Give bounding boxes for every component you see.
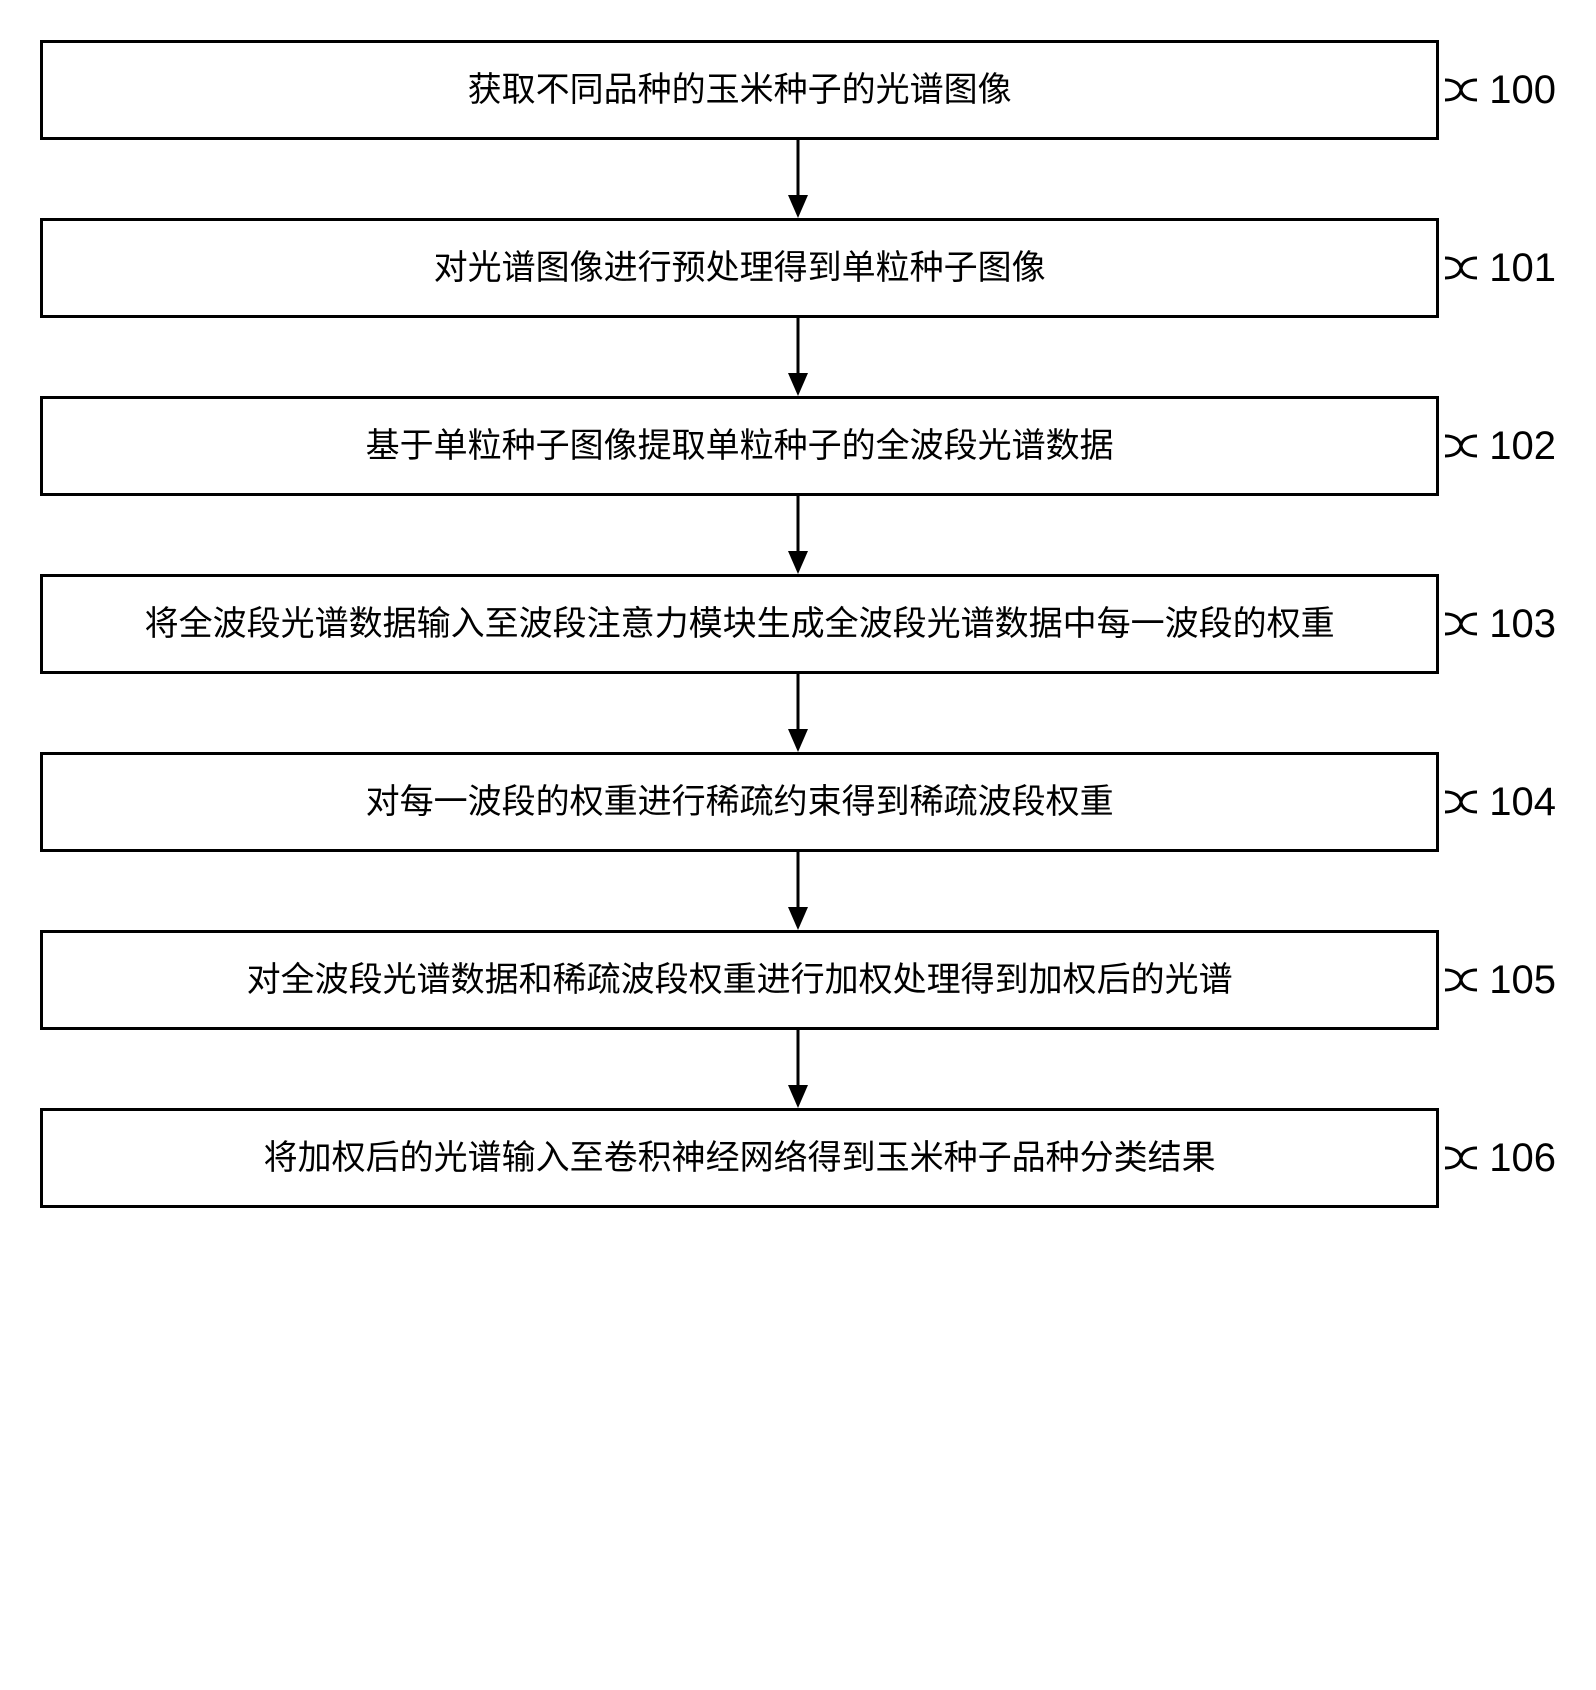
flow-node-106: 将加权后的光谱输入至卷积神经网络得到玉米种子品种分类结果 xyxy=(40,1108,1439,1208)
node-label: 100 xyxy=(1489,68,1556,113)
connector-curve-icon xyxy=(1445,424,1485,468)
down-arrow-icon xyxy=(783,1030,813,1108)
flow-node-104: 对每一波段的权重进行稀疏约束得到稀疏波段权重 xyxy=(40,752,1439,852)
node-label: 103 xyxy=(1489,602,1556,647)
flow-node-102: 基于单粒种子图像提取单粒种子的全波段光谱数据 xyxy=(40,396,1439,496)
node-text: 将全波段光谱数据输入至波段注意力模块生成全波段光谱数据中每一波段的权重 xyxy=(145,599,1335,650)
label-wrap-104: 104 xyxy=(1445,780,1556,825)
label-wrap-100: 100 xyxy=(1445,68,1556,113)
arrow-3-4 xyxy=(40,674,1556,752)
node-text: 对全波段光谱数据和稀疏波段权重进行加权处理得到加权后的光谱 xyxy=(247,955,1233,1006)
arrow-1-2 xyxy=(40,318,1556,396)
connector-curve-icon xyxy=(1445,602,1485,646)
down-arrow-icon xyxy=(783,674,813,752)
flow-row-0: 获取不同品种的玉米种子的光谱图像 100 xyxy=(40,40,1556,140)
flow-row-6: 将加权后的光谱输入至卷积神经网络得到玉米种子品种分类结果 106 xyxy=(40,1108,1556,1208)
flow-row-5: 对全波段光谱数据和稀疏波段权重进行加权处理得到加权后的光谱 105 xyxy=(40,930,1556,1030)
node-text: 将加权后的光谱输入至卷积神经网络得到玉米种子品种分类结果 xyxy=(264,1133,1216,1184)
node-text: 对每一波段的权重进行稀疏约束得到稀疏波段权重 xyxy=(366,777,1114,828)
arrow-2-3 xyxy=(40,496,1556,574)
down-arrow-icon xyxy=(783,852,813,930)
connector-curve-icon xyxy=(1445,246,1485,290)
connector-curve-icon xyxy=(1445,958,1485,1002)
down-arrow-icon xyxy=(783,496,813,574)
flow-row-3: 将全波段光谱数据输入至波段注意力模块生成全波段光谱数据中每一波段的权重 103 xyxy=(40,574,1556,674)
node-label: 104 xyxy=(1489,780,1556,825)
label-wrap-102: 102 xyxy=(1445,424,1556,469)
node-label: 101 xyxy=(1489,246,1556,291)
node-text: 基于单粒种子图像提取单粒种子的全波段光谱数据 xyxy=(366,421,1114,472)
connector-curve-icon xyxy=(1445,780,1485,824)
flow-node-100: 获取不同品种的玉米种子的光谱图像 xyxy=(40,40,1439,140)
flow-row-2: 基于单粒种子图像提取单粒种子的全波段光谱数据 102 xyxy=(40,396,1556,496)
label-wrap-105: 105 xyxy=(1445,958,1556,1003)
flow-node-101: 对光谱图像进行预处理得到单粒种子图像 xyxy=(40,218,1439,318)
flow-node-103: 将全波段光谱数据输入至波段注意力模块生成全波段光谱数据中每一波段的权重 xyxy=(40,574,1439,674)
flow-node-105: 对全波段光谱数据和稀疏波段权重进行加权处理得到加权后的光谱 xyxy=(40,930,1439,1030)
node-label: 102 xyxy=(1489,424,1556,469)
arrow-4-5 xyxy=(40,852,1556,930)
flow-row-1: 对光谱图像进行预处理得到单粒种子图像 101 xyxy=(40,218,1556,318)
flowchart-container: 获取不同品种的玉米种子的光谱图像 100 对光谱图像进行预处理得到单粒种子图像 … xyxy=(40,40,1556,1208)
node-label: 106 xyxy=(1489,1136,1556,1181)
node-label: 105 xyxy=(1489,958,1556,1003)
flow-row-4: 对每一波段的权重进行稀疏约束得到稀疏波段权重 104 xyxy=(40,752,1556,852)
node-text: 获取不同品种的玉米种子的光谱图像 xyxy=(468,65,1012,116)
connector-curve-icon xyxy=(1445,68,1485,112)
arrow-0-1 xyxy=(40,140,1556,218)
down-arrow-icon xyxy=(783,140,813,218)
node-text: 对光谱图像进行预处理得到单粒种子图像 xyxy=(434,243,1046,294)
label-wrap-101: 101 xyxy=(1445,246,1556,291)
label-wrap-103: 103 xyxy=(1445,602,1556,647)
label-wrap-106: 106 xyxy=(1445,1136,1556,1181)
connector-curve-icon xyxy=(1445,1136,1485,1180)
down-arrow-icon xyxy=(783,318,813,396)
arrow-5-6 xyxy=(40,1030,1556,1108)
